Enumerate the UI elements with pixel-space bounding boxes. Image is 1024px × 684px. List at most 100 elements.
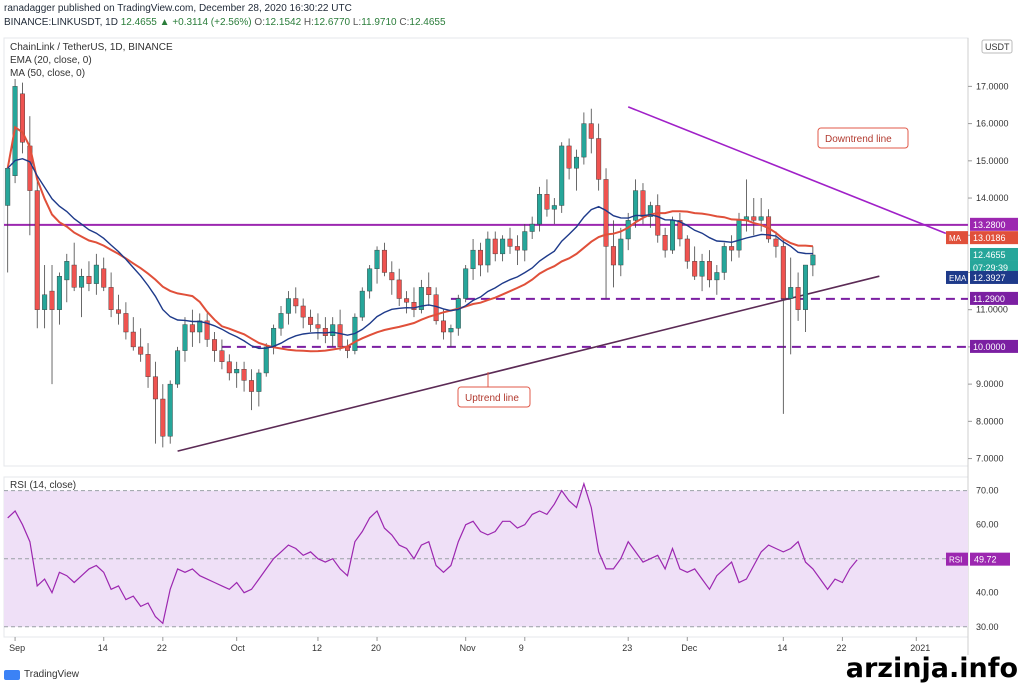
downtrend-callout-box [817,127,909,149]
candle-body [751,216,757,221]
time-tick-label: Sep [9,643,25,653]
candle-body [130,331,136,348]
candle-body [455,298,461,329]
ma-legend: MA (50, close, 0) [10,68,86,79]
rsi-tick-label: 70.00 [976,486,999,496]
tag-10000-box [970,339,1018,353]
time-tick-label: 22 [157,643,167,653]
open-value: 12.1542 [264,17,302,28]
tag-13280-label: 13.2800 [973,220,1006,230]
tag-10000-label: 10.0000 [973,342,1006,352]
price-tick-label: 8.0000 [976,416,1004,426]
tag-last-label: 12.4655 [973,250,1006,260]
candle-body [330,324,336,336]
currency-tag [981,39,1013,54]
candle-body [411,302,417,310]
price-tick-label: 7.0000 [976,454,1004,464]
downtrend-line [627,106,947,235]
rsi-tick-label: 40.00 [976,588,999,598]
tag-countdown-box [970,260,1018,274]
candle-body [293,298,299,307]
candle-body [5,168,11,206]
candle-body [426,287,432,296]
time-tick-label: 2021 [910,643,930,653]
candle-body [167,383,173,437]
candle-body [389,272,395,281]
candle-body [204,320,210,340]
candle-body [640,190,646,217]
chart-title: ChainLink / TetherUS, 1D, BINANCE [10,42,173,53]
candle-body [226,361,232,374]
candle-body [367,268,373,292]
candle-body [795,287,801,310]
candle-body [477,249,483,266]
candle-body [780,246,786,299]
candle-body [588,123,594,139]
uptrend-callout-box [457,386,531,408]
candle-body [670,220,676,251]
ema-legend: EMA (20, close, 0) [10,55,92,66]
candle-body [758,216,764,221]
candle-body [433,294,439,322]
candle-body [101,268,107,288]
candle-body [256,372,262,392]
tag-countdown-label: 07:29:39 [973,263,1008,273]
candle-body [219,350,225,362]
candle-body [618,238,624,266]
candle-body [86,275,92,284]
currency-label: USDT [985,42,1010,52]
candle-body [404,298,410,303]
candle-body [492,238,498,255]
rsi-tick-label: 30.00 [976,622,999,632]
candle-body [729,246,735,251]
tradingview-logo[interactable]: TradingView [4,669,79,680]
candle-body [625,220,631,240]
rsi-band [4,490,968,627]
tag-ema-prefix: EMA [949,274,967,283]
candle-body [212,339,218,351]
price-tick-label: 17.0000 [976,81,1009,91]
candle-body [71,264,77,288]
candle-body [418,287,424,310]
candle-body [263,346,269,374]
open-label: O: [254,17,265,28]
candle-body [34,190,40,310]
uptrend-callout-label: Uptrend line [465,393,519,404]
candle-body [42,294,48,310]
time-tick-label: Nov [460,643,477,653]
candle-body [773,238,779,247]
candle-body [138,346,144,355]
candle-body [189,324,195,333]
candle-body [322,328,328,336]
candle-body [714,272,720,281]
price-tick-label: 11.0000 [976,305,1008,315]
downtrend-callout-label: Downtrend line [825,134,892,145]
candle-body [692,261,698,277]
tag-13280-box [970,217,1018,231]
candle-body [64,261,70,281]
candle-body [603,179,609,247]
candle-body [448,328,454,333]
tag-11290-box [970,291,1018,305]
candle-body [49,290,55,310]
candle-body [544,194,550,210]
price-tick-label: 14.0000 [976,193,1009,203]
candle-body [802,264,808,310]
time-tick-label: Dec [681,643,698,653]
candle-body [566,145,572,169]
candle-body [788,287,794,299]
candle-body [79,275,85,288]
candle-body [559,145,565,206]
candle-body [285,298,291,314]
tag-last-box [970,247,1018,261]
candle-body [736,220,742,251]
last-price: 12.4655 [120,17,157,28]
tag-ema-box [970,270,1018,284]
candle-body [123,313,129,333]
candle-body [581,123,587,158]
candle-body [684,238,690,262]
candle-body [647,205,653,217]
candle-body [248,380,254,392]
tradingview-icon [4,669,20,680]
